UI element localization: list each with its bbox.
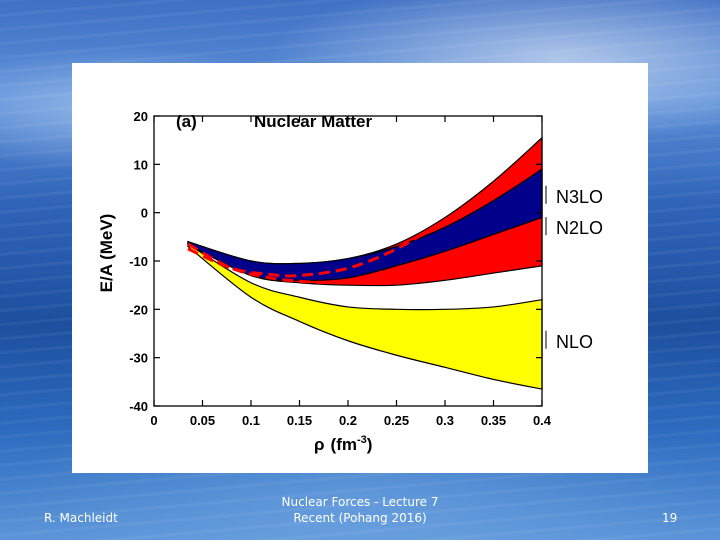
x-tick-label-0.25: 0.25: [384, 413, 409, 428]
x-axis-title: ρ (fm-3): [314, 434, 372, 454]
figure-panel: NLO N2LO N3LO 0 0.05 0.1 0.15 0.2 0.25 0.3 0.35 0.…: [72, 63, 648, 473]
y-axis-title: E/A (MeV): [97, 214, 116, 293]
panel-label: (a): [176, 112, 197, 131]
series-label-nlo: NLO: [556, 332, 593, 352]
chart-title: Nuclear Matter: [254, 112, 372, 131]
x-tick-label-0.3: 0.3: [436, 413, 454, 428]
x-tick-label-0.35: 0.35: [481, 413, 506, 428]
x-tick-label-0.4: 0.4: [533, 413, 552, 428]
footer-page-number: 19: [662, 511, 678, 525]
y-tick-label--30: -30: [129, 351, 148, 366]
dashed-curve-2: [187, 242, 378, 285]
series-label-n3lo: N3LO: [556, 187, 603, 207]
x-tick-label-0.15: 0.15: [287, 413, 312, 428]
x-tick-label-0.2: 0.2: [339, 413, 357, 428]
x-axis-title-exponent: -3: [357, 434, 367, 446]
x-axis-title-rho: ρ: [314, 435, 325, 454]
x-tick-label-0.1: 0.1: [242, 413, 260, 428]
y-tick-label--20: -20: [129, 302, 148, 317]
y-tick-label-10: 10: [134, 157, 148, 172]
x-tick-label-0.05: 0.05: [190, 413, 215, 428]
nuclear-matter-chart: NLO N2LO N3LO 0 0.05 0.1 0.15 0.2 0.25 0.3 0.35 0.…: [97, 109, 603, 454]
x-axis-title-unit: (fm: [331, 435, 357, 454]
y-tick-label-0: 0: [141, 206, 148, 221]
footer-lecture-info: Nuclear Forces - Lecture 7 Recent (Pohan…: [270, 494, 450, 526]
footer-lecture-title: Nuclear Forces - Lecture 7: [281, 495, 439, 509]
y-tick-label--10: -10: [129, 254, 148, 269]
y-tick-label--40: -40: [129, 399, 148, 414]
x-tick-label-0: 0: [150, 413, 157, 428]
footer-lecture-subtitle: Recent (Pohang 2016): [293, 511, 427, 525]
y-tick-label-20: 20: [134, 109, 148, 124]
footer-author: R. Machleidt: [44, 511, 118, 525]
series-label-n2lo: N2LO: [556, 218, 603, 238]
x-axis-title-close: ): [367, 435, 373, 454]
